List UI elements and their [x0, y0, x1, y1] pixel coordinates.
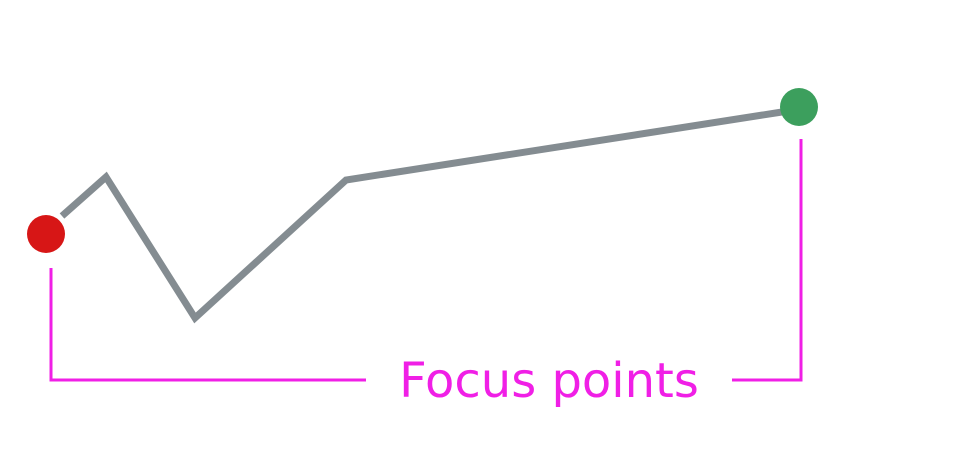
trend-polyline: [59, 108, 783, 324]
annotation-bracket-right: [732, 139, 803, 382]
end-focus-point: [780, 88, 818, 126]
focus-points-label: Focus points: [399, 353, 699, 409]
annotation-bracket-left: [49, 268, 366, 382]
start-focus-point: [27, 215, 65, 253]
